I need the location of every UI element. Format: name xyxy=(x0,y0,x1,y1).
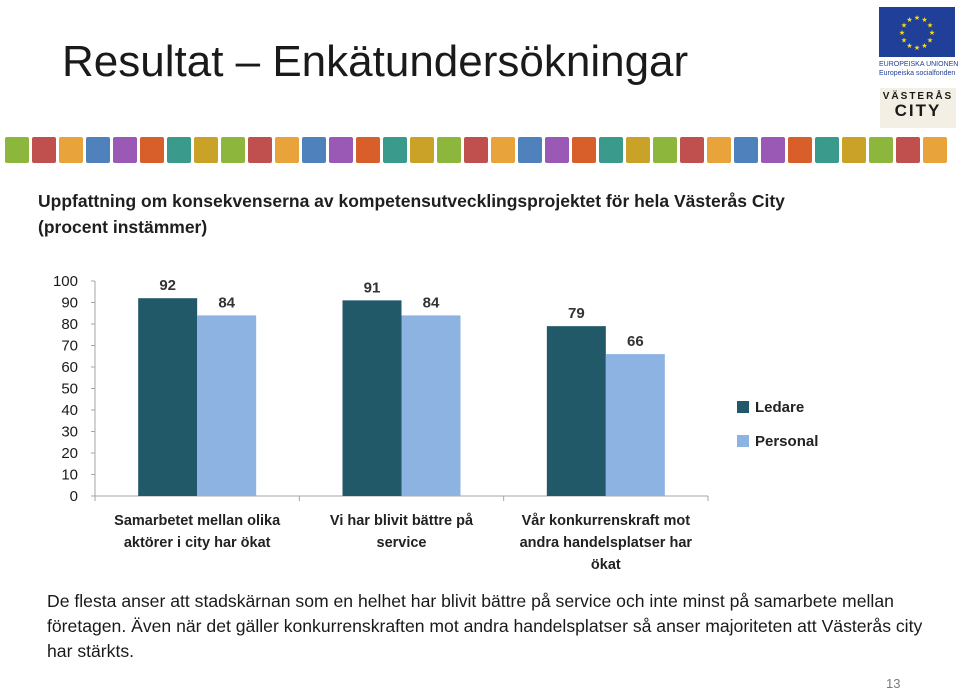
eu-star-icon: ★ xyxy=(921,42,927,50)
eu-star-icon: ★ xyxy=(906,42,912,50)
decorative-tile-icon xyxy=(59,137,83,163)
data-label: 66 xyxy=(627,333,644,350)
eu-logo: ★ ★ ★ ★ ★ ★ ★ ★ ★ ★ ★ ★ EUROPEISKA UNIONEN Europeis… xyxy=(879,7,959,78)
decorative-tile-icon xyxy=(761,137,785,163)
city-logo-line1: VÄSTERÅS xyxy=(882,91,954,102)
y-tick-label: 90 xyxy=(61,295,78,312)
decorative-tile-icon xyxy=(248,137,272,163)
decorative-tile-icon xyxy=(86,137,110,163)
eu-flag-icon: ★ ★ ★ ★ ★ ★ ★ ★ ★ ★ ★ ★ xyxy=(879,7,955,57)
legend-label: Ledare xyxy=(755,399,804,416)
decorative-tile-icon xyxy=(491,137,515,163)
body-text: De flesta anser att stadskärnan som en h… xyxy=(47,591,923,661)
data-label: 79 xyxy=(568,305,585,322)
decorative-tile-icon xyxy=(896,137,920,163)
decorative-tile-icon xyxy=(356,137,380,163)
category-label: ökat xyxy=(591,557,621,573)
eu-star-icon: ★ xyxy=(906,16,912,24)
decorative-tile-icon xyxy=(383,137,407,163)
category-label: Samarbetet mellan olika xyxy=(114,513,281,529)
category-label: Vår konkurrenskraft mot xyxy=(522,513,691,529)
bar xyxy=(546,326,606,496)
y-tick-label: 20 xyxy=(61,445,78,462)
eu-logo-text: EUROPEISKA UNIONEN Europeiska socialfond… xyxy=(879,60,959,78)
decorative-tile-icon xyxy=(5,137,29,163)
city-logo-line2: CITY xyxy=(894,101,942,120)
decorative-tile-icon xyxy=(221,137,245,163)
eu-star-icon: ★ xyxy=(901,37,907,45)
decorative-tile-icon xyxy=(464,137,488,163)
category-label: Vi har blivit bättre på xyxy=(330,513,474,529)
page-number: 13 xyxy=(886,676,901,691)
eu-star-icon: ★ xyxy=(921,16,927,24)
decorative-tile-icon xyxy=(194,137,218,163)
decorative-tile-icon xyxy=(815,137,839,163)
y-tick-label: 70 xyxy=(61,338,78,355)
legend-label: Personal xyxy=(755,433,818,450)
y-tick-label: 30 xyxy=(61,424,78,441)
decorative-tile-icon xyxy=(113,137,137,163)
bar xyxy=(605,354,665,496)
category-label: aktörer i city har ökat xyxy=(124,535,271,551)
decorative-tile-icon xyxy=(707,137,731,163)
eu-logo-line1: EUROPEISKA UNIONEN xyxy=(879,61,959,68)
decorative-tile-icon xyxy=(788,137,812,163)
eu-star-icon: ★ xyxy=(927,22,933,30)
y-tick-label: 50 xyxy=(61,381,78,398)
bar xyxy=(401,315,461,496)
decorative-tile-icon xyxy=(653,137,677,163)
decorative-icon-strip xyxy=(5,137,947,163)
decorative-tile-icon xyxy=(545,137,569,163)
eu-star-icon: ★ xyxy=(929,29,935,37)
bar xyxy=(342,300,402,496)
bar xyxy=(197,315,257,496)
y-tick-label: 80 xyxy=(61,316,78,333)
decorative-tile-icon xyxy=(32,137,56,163)
vasteras-city-logo: VÄSTERÅS CITY xyxy=(880,88,956,128)
decorative-tile-icon xyxy=(869,137,893,163)
decorative-tile-icon xyxy=(842,137,866,163)
eu-star-icon: ★ xyxy=(899,29,905,37)
eu-star-icon: ★ xyxy=(901,22,907,30)
bar-chart: 0 10 20 30 40 50 60 70 80 90 100 92 84 Samarbetet mel… xyxy=(53,273,818,573)
y-tick-label: 10 xyxy=(61,467,78,484)
data-label: 84 xyxy=(423,294,440,311)
decorative-tile-icon xyxy=(572,137,596,163)
decorative-tile-icon xyxy=(734,137,758,163)
data-label: 84 xyxy=(218,294,235,311)
decorative-tile-icon xyxy=(167,137,191,163)
decorative-tile-icon xyxy=(518,137,542,163)
decorative-tile-icon xyxy=(302,137,326,163)
y-tick-label: 100 xyxy=(53,273,78,290)
bar xyxy=(138,298,198,496)
y-tick-label: 60 xyxy=(61,359,78,376)
decorative-tile-icon xyxy=(275,137,299,163)
data-label: 91 xyxy=(364,279,381,296)
legend-swatch xyxy=(737,401,749,413)
chart-title: Uppfattning om konsekvenserna av kompete… xyxy=(38,191,785,237)
legend-swatch xyxy=(737,435,749,447)
eu-star-icon: ★ xyxy=(914,14,920,22)
y-tick-label: 40 xyxy=(61,402,78,419)
decorative-tile-icon xyxy=(437,137,461,163)
decorative-tile-icon xyxy=(329,137,353,163)
decorative-tile-icon xyxy=(680,137,704,163)
data-label: 92 xyxy=(159,277,176,294)
eu-logo-line2: Europeiska socialfonden xyxy=(879,70,956,77)
decorative-tile-icon xyxy=(923,137,947,163)
decorative-tile-icon xyxy=(410,137,434,163)
decorative-tile-icon xyxy=(599,137,623,163)
slide-title: Resultat – Enkätundersökningar xyxy=(62,37,689,86)
category-label: andra handelsplatser har xyxy=(520,535,693,551)
eu-star-icon: ★ xyxy=(927,37,933,45)
decorative-tile-icon xyxy=(626,137,650,163)
decorative-tile-icon xyxy=(140,137,164,163)
category-label: service xyxy=(377,535,427,551)
eu-star-icon: ★ xyxy=(914,44,920,52)
y-tick-label: 0 xyxy=(70,488,78,505)
